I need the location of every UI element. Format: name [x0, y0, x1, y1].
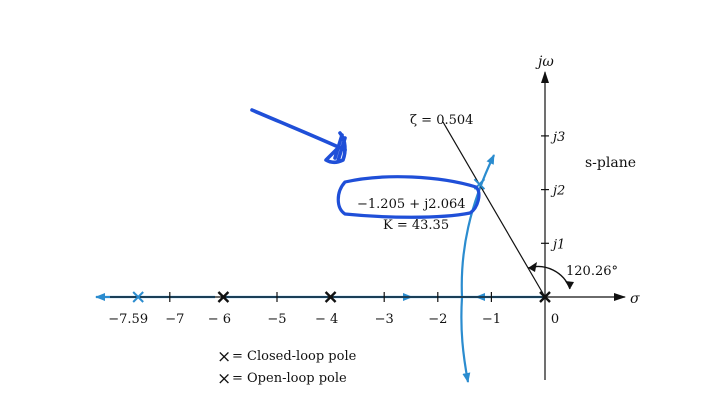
legend-closed-text: = Closed-loop pole — [232, 349, 357, 364]
imag-tick-label: j3 — [550, 130, 565, 145]
real-tick-label: − 6 — [208, 312, 231, 327]
real-tick-label: −3 — [375, 312, 394, 327]
imag-axis-ticks: j1 j2 j3 — [541, 130, 565, 252]
annotation-arrow-head — [324, 131, 347, 165]
open-loop-poles — [217, 291, 551, 303]
real-tick-label: −7 — [165, 312, 184, 327]
real-tick-label: −1 — [482, 312, 501, 327]
imag-tick-label: j1 — [550, 237, 565, 252]
open-loop-pole — [539, 291, 551, 303]
real-tick-label: −7.59 — [108, 312, 148, 327]
annotation-circle — [336, 175, 481, 219]
angle-label: 120.26° — [566, 264, 618, 279]
legend: × = Closed-loop pole × = Open-loop pole — [217, 347, 357, 389]
complex-locus-branches — [460, 154, 495, 383]
handdrawn-annotation — [250, 108, 481, 219]
angle-arrowhead-left — [528, 262, 537, 272]
angle-arrowhead-right — [565, 281, 574, 289]
gain-label: K = 43.35 — [383, 218, 449, 233]
imag-tick-label: j2 — [550, 184, 565, 199]
closed-loop-pole — [132, 291, 144, 303]
imag-axis-label: jω — [535, 54, 554, 70]
plane-label: s-plane — [585, 155, 636, 171]
point-label: −1.205 + j2.064 — [357, 197, 466, 212]
real-axis-ticks: −7.59 −7 − 6 −5 − 4 −3 −2 −1 0 — [108, 292, 559, 327]
open-loop-pole — [324, 291, 337, 303]
open-loop-pole — [217, 291, 230, 303]
legend-open-symbol: × — [217, 369, 231, 389]
real-tick-label: 0 — [551, 312, 559, 327]
locus-branch-lower — [460, 296, 471, 383]
locus-branch-upper — [460, 154, 495, 298]
real-tick-label: − 4 — [315, 312, 338, 327]
real-axis-label: σ — [630, 291, 640, 307]
axes: jω σ s-plane — [110, 54, 640, 380]
real-tick-label: −5 — [267, 312, 286, 327]
annotation-arrow-shaft — [250, 108, 347, 152]
real-tick-label: −2 — [428, 312, 447, 327]
legend-closed-symbol: × — [217, 347, 231, 367]
zeta-label: ζ = 0.504 — [410, 113, 473, 128]
legend-open-text: = Open-loop pole — [232, 371, 347, 386]
